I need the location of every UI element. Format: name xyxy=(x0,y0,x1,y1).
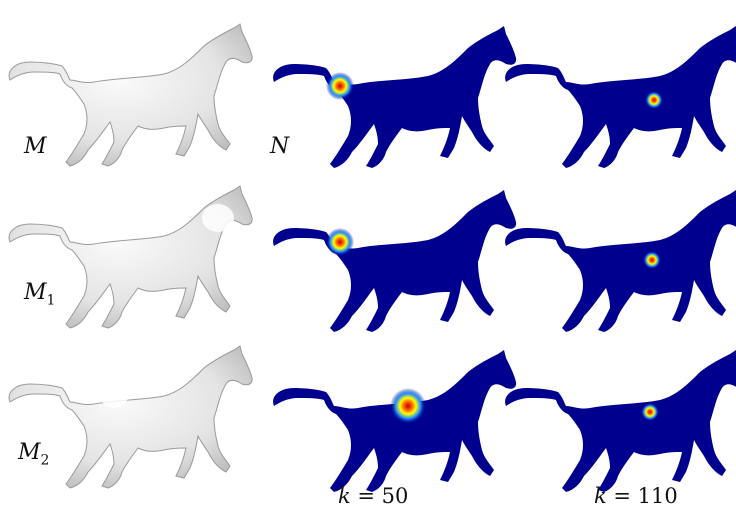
label-M: M xyxy=(24,134,47,159)
label-k50: k = 50 xyxy=(338,484,409,508)
heat-spot xyxy=(641,403,659,421)
label-M1: M1 xyxy=(24,280,56,309)
heat-spot xyxy=(645,91,663,109)
source-horse-M2 xyxy=(8,345,253,489)
target-horse-row3-k50 xyxy=(273,350,517,492)
target-horse-row1-k50 xyxy=(273,26,517,168)
target-horse-row2-k110 xyxy=(505,190,736,332)
heat-spot xyxy=(643,251,661,269)
missing-region xyxy=(166,362,194,382)
label-M2: M2 xyxy=(18,440,50,469)
missing-region xyxy=(98,372,130,408)
source-horse-M1 xyxy=(8,185,253,329)
label-k110: k = 110 xyxy=(594,484,678,508)
heat-spot xyxy=(390,388,426,424)
heat-spot xyxy=(326,228,354,256)
target-horse-row2-k50 xyxy=(273,190,517,332)
target-horse-row3-k110 xyxy=(505,350,736,492)
heat-spot xyxy=(326,72,354,100)
missing-region xyxy=(202,204,234,232)
label-N: N xyxy=(270,134,290,159)
target-horse-row1-k110 xyxy=(505,26,736,168)
